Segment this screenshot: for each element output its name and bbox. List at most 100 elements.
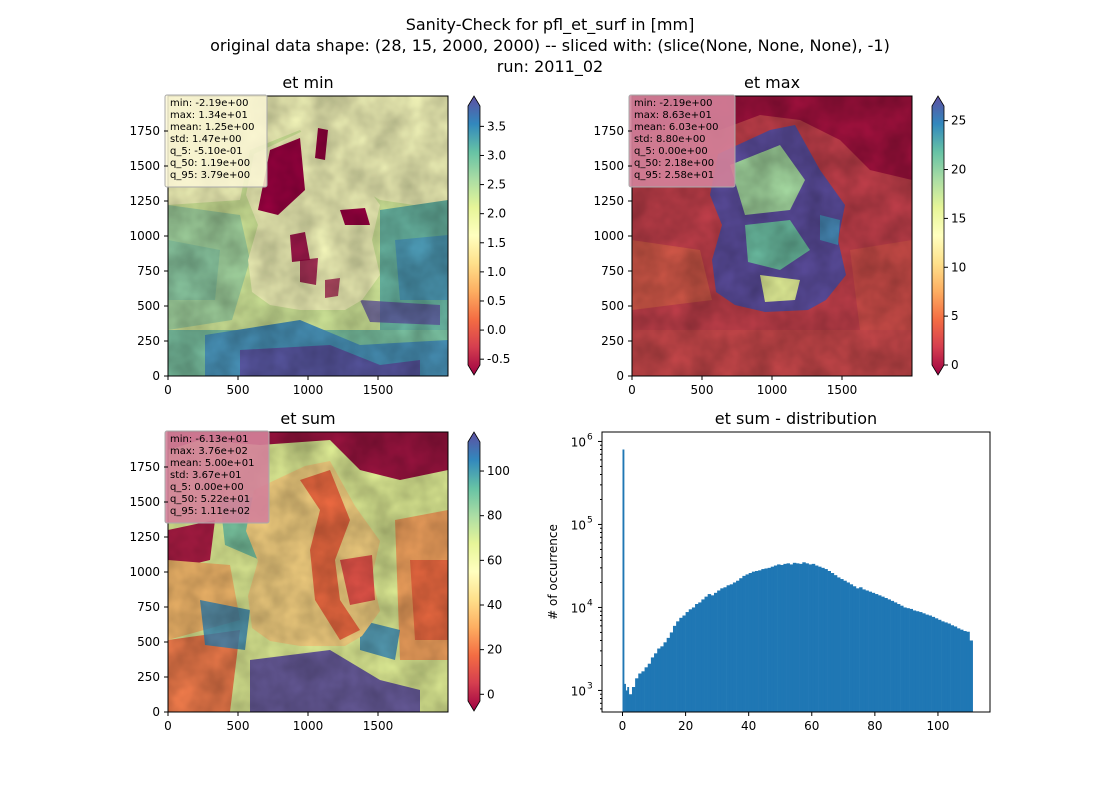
histogram-bar	[685, 612, 690, 712]
histogram-bar	[783, 563, 787, 712]
histogram-bar	[799, 563, 803, 712]
histogram-bars	[622, 449, 973, 712]
histogram-bar	[660, 646, 664, 712]
histogram-bar	[852, 586, 857, 712]
histogram-bar	[846, 582, 850, 712]
x-tick-label: 0	[164, 719, 172, 733]
stat-line: mean: 6.03e+00	[634, 122, 718, 133]
histogram-bar	[751, 571, 756, 712]
histogram-bar	[871, 592, 876, 712]
histogram-bar	[802, 562, 806, 712]
histogram-bar	[707, 594, 712, 712]
histogram-bar	[624, 683, 626, 712]
y-tick-label: 750	[137, 264, 160, 278]
suptitle-line-3: run: 2011_02	[497, 57, 603, 77]
stat-line: std: 1.47e+00	[170, 134, 242, 145]
histogram-bar	[818, 566, 822, 712]
colorbar-tick-label: -0.5	[487, 352, 510, 366]
y-tick-label: 10	[571, 435, 586, 449]
y-tick-exponent: 5	[587, 515, 593, 525]
histogram-bar	[890, 600, 895, 712]
histogram-bar	[622, 449, 625, 712]
histogram-bar	[808, 564, 813, 712]
panel-et-sum-heatmap	[168, 432, 448, 712]
stat-line: q_95: 2.58e+01	[634, 170, 714, 181]
histogram-bar	[903, 607, 907, 712]
stat-line: max: 8.63e+01	[634, 110, 712, 121]
histogram-bar	[710, 595, 715, 712]
stat-line: min: -2.19e+00	[170, 98, 249, 109]
histogram-bar	[786, 563, 790, 712]
panel-et-max-x-axis: 0 500 1000 1500	[628, 376, 857, 397]
histogram-bar	[934, 618, 939, 712]
stat-line: q_95: 3.79e+00	[170, 170, 250, 181]
histogram-bar	[956, 628, 961, 712]
histogram-bar	[682, 615, 686, 712]
colorbar-tick-label: 40	[487, 598, 502, 612]
histogram-bar	[628, 694, 633, 712]
x-tick-label: 500	[691, 383, 714, 397]
y-tick-exponent: 6	[587, 432, 593, 442]
histogram-bar	[701, 599, 705, 712]
colorbar-tick-label: 80	[487, 509, 502, 523]
colorbar-tick-label: 20	[487, 643, 502, 657]
histogram-bar	[770, 566, 775, 712]
histogram-bar	[925, 614, 929, 712]
colorbar-tick-label: 100	[487, 464, 510, 478]
histogram-bar	[723, 587, 727, 712]
histogram-bar	[729, 584, 734, 712]
panel-et-max-heatmap	[632, 96, 912, 376]
histogram-bar	[874, 594, 879, 712]
x-tick-label: 1500	[827, 383, 858, 397]
panel-histogram: et sum - distribution 0 20 40 60 80 100 10 310…	[546, 409, 991, 733]
y-tick-label: 0	[152, 705, 160, 719]
histogram-bar	[698, 602, 702, 712]
y-tick-label: 1250	[129, 530, 160, 544]
histogram-bar	[654, 653, 658, 712]
stat-line: q_50: 1.19e+00	[170, 158, 250, 169]
histogram-bar	[896, 604, 901, 712]
histogram-bar	[859, 587, 863, 712]
histogram-bar	[650, 657, 655, 712]
histogram-bar	[878, 595, 882, 712]
y-tick-label: 1000	[129, 565, 160, 579]
histogram-bar	[830, 573, 835, 712]
histogram-bar	[761, 569, 765, 712]
histogram-bar	[732, 582, 737, 712]
suptitle-line-2: original data shape: (28, 15, 2000, 2000…	[210, 36, 890, 55]
histogram-bar	[966, 631, 970, 712]
panel-et-min: et min min: -2.19e+00 max: 1	[129, 73, 510, 397]
histogram-bar	[919, 612, 923, 712]
histogram-bar	[849, 584, 854, 712]
y-tick-label: 250	[601, 334, 624, 348]
colorbar-tick-label: 15	[951, 211, 966, 225]
x-tick-label: 60	[804, 719, 819, 733]
histogram-bar	[912, 610, 917, 712]
histogram-bar	[827, 570, 831, 712]
histogram-bar	[669, 632, 674, 712]
histogram-bar	[638, 673, 642, 712]
histogram-bar	[739, 578, 743, 712]
x-tick-label: 0	[628, 383, 636, 397]
histogram-bar	[941, 621, 945, 712]
histogram-bar	[937, 619, 942, 712]
panel-et-min-colorbar: -0.5 0.0 0.5 1.0 1.5 2.0 2.5 3.0 3.5	[467, 95, 510, 376]
histogram-bar	[792, 562, 797, 712]
histogram-bar	[777, 564, 781, 712]
panel-et-sum-x-axis: 0 500 1000 1500	[164, 712, 393, 733]
histogram-bar	[884, 597, 888, 712]
x-tick-label: 1500	[363, 383, 394, 397]
y-tick-label: 750	[137, 600, 160, 614]
histogram-bar	[843, 580, 847, 712]
y-tick-label: 1500	[129, 159, 160, 173]
histogram-bar	[695, 604, 699, 712]
x-tick-label: 20	[678, 719, 693, 733]
colorbar-tick-label: 10	[951, 260, 966, 274]
colorbar-tick-label: 1.5	[487, 236, 506, 250]
y-tick-label: 1750	[593, 124, 624, 138]
stat-line: q_5: -5.10e-01	[170, 146, 243, 157]
panel-et-max-title: et max	[744, 73, 800, 92]
histogram-bar	[644, 667, 649, 712]
histogram-bar	[767, 567, 772, 712]
panel-et-max: et max min: -2.19e+00 max: 8.63e+01 mean…	[593, 73, 966, 397]
